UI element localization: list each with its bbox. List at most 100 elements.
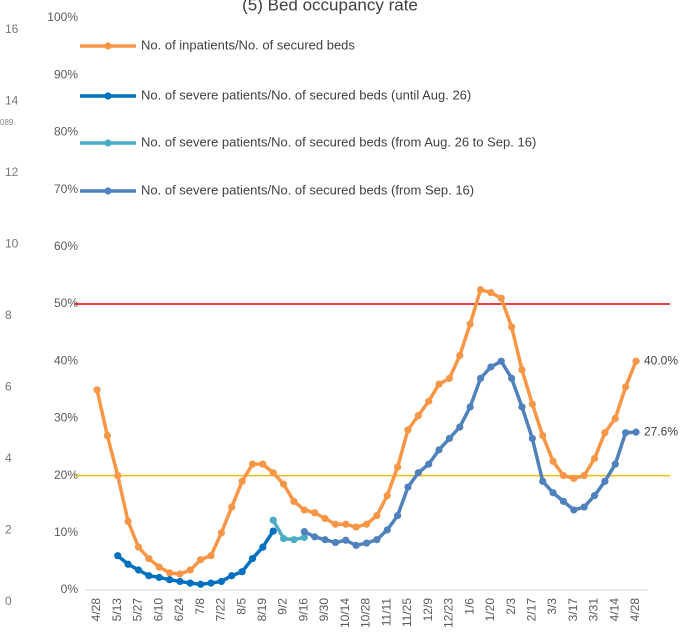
data-point (311, 533, 319, 541)
y2-tick-label: 12 (5, 165, 19, 179)
x-tick-label: 4/28 (89, 598, 103, 622)
data-point (590, 454, 599, 463)
x-tick-label: 6/24 (172, 598, 186, 622)
x-tick-label: 3/3 (545, 598, 559, 615)
y2-tick-label: 6 (5, 380, 12, 394)
data-point (279, 534, 288, 543)
data-point (601, 477, 609, 485)
data-point (476, 374, 485, 382)
data-point (559, 497, 568, 505)
legend-label: No. of severe patients/No. of secured be… (141, 182, 474, 197)
data-point (342, 536, 350, 544)
data-point (435, 380, 443, 388)
data-point (383, 526, 391, 534)
data-point (487, 363, 495, 371)
data-point (580, 503, 588, 511)
data-point (114, 552, 122, 560)
data-point (186, 579, 194, 587)
data-point (155, 563, 163, 571)
data-label: 27.6% (644, 424, 678, 438)
data-point (217, 529, 225, 537)
data-point (362, 539, 371, 547)
stray-label: 089 (0, 118, 14, 127)
data-point (269, 527, 277, 535)
x-tick-label: 2/17 (525, 598, 539, 622)
data-point (549, 489, 557, 497)
data-point (331, 538, 340, 547)
series-line (271, 519, 305, 542)
data-point (539, 431, 547, 440)
x-tick-label: 11/11 (379, 598, 393, 627)
data-point (622, 383, 630, 391)
data-point (248, 554, 257, 563)
data-point (456, 423, 464, 431)
legend-marker (104, 187, 112, 195)
data-point (404, 426, 412, 434)
data-point (134, 566, 143, 574)
data-point (559, 472, 568, 480)
data-point (321, 536, 329, 544)
data-point (425, 397, 433, 405)
x-tick-label: 3/17 (566, 598, 580, 622)
x-tick-label: 1/20 (483, 598, 497, 622)
data-point (197, 556, 205, 564)
series-line (116, 530, 275, 587)
data-point (176, 570, 184, 578)
x-tick-label: 12/23 (442, 598, 456, 628)
data-point (393, 463, 402, 471)
data-point (352, 541, 360, 549)
x-tick-label: 4/14 (607, 598, 621, 622)
data-point (383, 492, 391, 500)
x-tick-label: 7/8 (193, 598, 207, 615)
data-point (176, 577, 184, 586)
data-point (228, 503, 236, 511)
data-point (197, 580, 205, 588)
data-point (352, 523, 360, 531)
data-point (373, 512, 381, 520)
x-tick-label: 5/13 (110, 598, 124, 622)
data-point (300, 528, 308, 536)
data-point (518, 403, 526, 411)
x-tick-label: 6/10 (151, 598, 165, 622)
data-point (632, 357, 640, 365)
data-point (445, 434, 454, 443)
data-point (228, 572, 236, 580)
data-point (601, 429, 609, 437)
data-point (124, 560, 132, 568)
legend-marker (104, 42, 112, 50)
data-point (165, 569, 174, 577)
data-point (362, 520, 371, 528)
y-tick-label: 80% (54, 125, 78, 139)
data-point (269, 516, 277, 524)
y2-tick-label: 8 (5, 308, 12, 322)
legend: No. of inpatients/No. of secured beds No.… (80, 37, 536, 197)
y-tick-label: 60% (54, 239, 78, 253)
data-point (145, 554, 153, 563)
x-tick-label: 12/9 (421, 598, 435, 622)
data-point (456, 351, 464, 360)
legend-marker (104, 92, 112, 100)
data-point (145, 572, 153, 580)
legend-label: No. of inpatients/No. of secured beds (141, 37, 355, 52)
series-line (303, 359, 637, 548)
y-tick-label: 30% (54, 411, 78, 425)
data-point (259, 543, 267, 551)
data-point (445, 374, 454, 382)
x-tick-label: 3/31 (587, 598, 601, 622)
data-point (248, 460, 257, 468)
y2-tick-label: 10 (5, 237, 19, 251)
x-tick-label: 9/30 (317, 598, 331, 622)
y-tick-label: 70% (54, 182, 78, 196)
y-tick-label: 100% (47, 10, 78, 24)
data-point (622, 429, 630, 437)
data-point (487, 288, 495, 297)
data-point (373, 536, 381, 544)
data-point (114, 472, 122, 480)
x-tick-label: 7/22 (214, 598, 228, 622)
data-point (393, 512, 402, 520)
y-tick-label: 20% (54, 468, 78, 482)
data-point (570, 506, 578, 514)
x-tick-label: 9/2 (276, 598, 290, 615)
data-point (518, 366, 526, 374)
